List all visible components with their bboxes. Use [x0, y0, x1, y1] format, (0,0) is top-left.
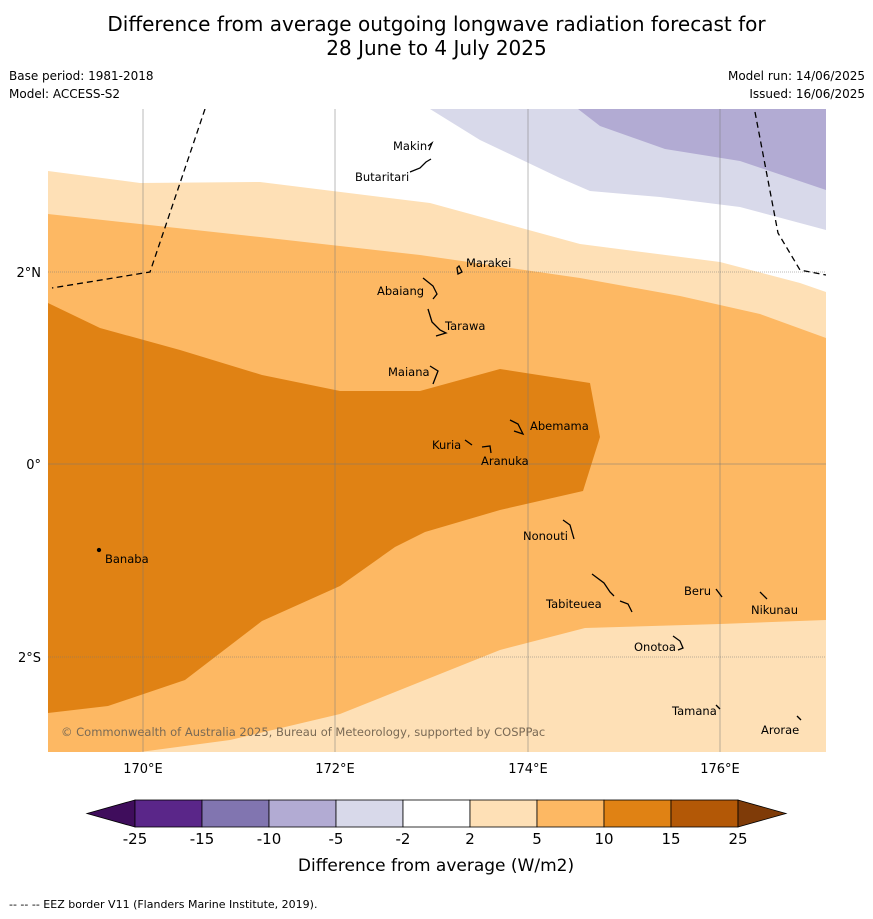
island-label-butaritari: Butaritari — [355, 170, 409, 184]
island-label-abaiang: Abaiang — [377, 284, 424, 298]
lat-tick-2n: 2°N — [17, 266, 42, 281]
colorbar-tick-label: 25 — [728, 830, 747, 848]
lat-tick-2s: 2°S — [18, 651, 41, 666]
map-panel: Makin Butaritari Marakei Abaiang Tarawa … — [48, 109, 826, 752]
island-label-banaba: Banaba — [105, 552, 149, 566]
issued-date: Issued: 16/06/2025 — [749, 87, 865, 101]
colorbar-tick-label: 2 — [465, 830, 475, 848]
colorbar-bin — [603, 799, 672, 828]
meta-left: Base period: 1981-2018 Model: ACCESS-S2 — [9, 67, 154, 103]
colorbar-tick-label: -5 — [329, 830, 344, 848]
colorbar: -25 -15 -10 -5 -2 2 5 10 15 25 — [85, 799, 788, 848]
colorbar-bin — [134, 799, 203, 828]
island-label-marakei: Marakei — [466, 256, 511, 270]
copyright-note: © Commonwealth of Australia 2025, Bureau… — [61, 725, 545, 739]
lat-tick-0: 0° — [26, 458, 41, 473]
colorbar-extend-high — [737, 799, 788, 828]
colorbar-bin — [201, 799, 270, 828]
colorbar-tick-label: 15 — [661, 830, 680, 848]
island-label-nikunau: Nikunau — [751, 603, 798, 617]
lon-tick-176: 176°E — [700, 762, 740, 777]
island-label-tabiteuea: Tabiteuea — [545, 597, 602, 611]
band-minus10-to-minus5 — [578, 109, 826, 190]
lon-tick-172: 172°E — [315, 762, 355, 777]
island-label-makin: Makin — [393, 139, 427, 153]
colorbar-tick-label: -15 — [190, 830, 215, 848]
colorbar-bin — [402, 799, 471, 828]
axis-labels: 170°E 172°E 174°E 176°E 2°N 0° 2°S — [17, 266, 740, 777]
island-label-onotoa: Onotoa — [634, 640, 676, 654]
island-label-aranuka: Aranuka — [481, 454, 529, 468]
base-period: Base period: 1981-2018 — [9, 69, 154, 83]
island-label-nonouti: Nonouti — [523, 529, 568, 543]
island-label-tamana: Tamana — [671, 704, 717, 718]
title-line-2: 28 June to 4 July 2025 — [326, 36, 547, 60]
island-labels: Makin Butaritari Marakei Abaiang Tarawa … — [105, 139, 799, 737]
model-run: Model run: 14/06/2025 — [727, 69, 865, 83]
model-name: Model: ACCESS-S2 — [9, 87, 121, 101]
colorbar-tick-label: -2 — [396, 830, 411, 848]
colorbar-bin — [670, 799, 739, 828]
lon-tick-170: 170°E — [123, 762, 163, 777]
colorbar-label: Difference from average (W/m2) — [298, 856, 574, 876]
colorbar-tick-label: -10 — [257, 830, 282, 848]
colorbar-tick-label: -25 — [123, 830, 148, 848]
band-10-to-15 — [48, 303, 600, 713]
title-line-1: Difference from average outgoing longwav… — [107, 12, 766, 36]
meta-right: Model run: 14/06/2025 Issued: 16/06/2025 — [728, 67, 865, 103]
colorbar-bin — [268, 799, 337, 828]
island-label-tarawa: Tarawa — [444, 319, 485, 333]
island-label-kuria: Kuria — [432, 438, 461, 452]
colorbar-bin — [469, 799, 538, 828]
eez-border — [51, 109, 826, 289]
island-label-abemama: Abemama — [530, 419, 589, 433]
colorbar-bin — [536, 799, 605, 828]
colorbar-tick-label: 5 — [532, 830, 542, 848]
chart-title: Difference from average outgoing longwav… — [0, 12, 873, 60]
colorbar-bin — [335, 799, 404, 828]
island-label-arorae: Arorae — [761, 723, 799, 737]
island-outlines — [96, 141, 802, 721]
colorbar-tick-label: 10 — [594, 830, 613, 848]
lon-tick-174: 174°E — [508, 762, 548, 777]
colorbar-extend-low — [85, 799, 136, 828]
island-label-maiana: Maiana — [388, 365, 430, 379]
eez-footnote: -- -- -- EEZ border V11 (Flanders Marine… — [9, 898, 318, 911]
graticule — [48, 109, 826, 752]
island-label-beru: Beru — [684, 584, 711, 598]
